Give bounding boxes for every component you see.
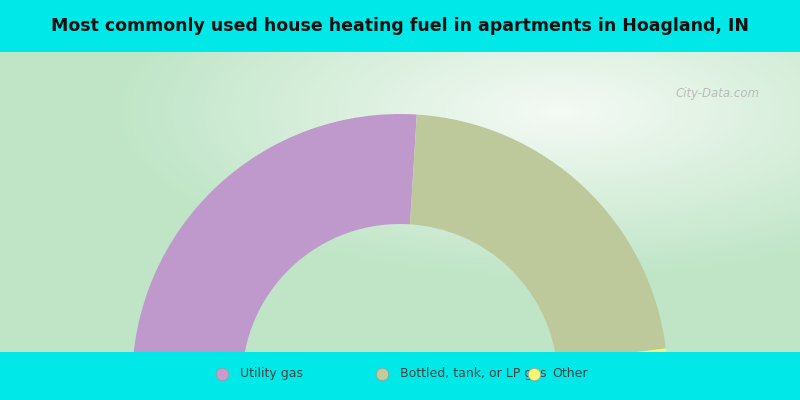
Text: Most commonly used house heating fuel in apartments in Hoagland, IN: Most commonly used house heating fuel in… — [51, 17, 749, 35]
Text: Bottled, tank, or LP gas: Bottled, tank, or LP gas — [400, 367, 546, 380]
Text: City-Data.com: City-Data.com — [676, 87, 760, 100]
Wedge shape — [132, 114, 417, 382]
Wedge shape — [557, 348, 668, 382]
Text: Utility gas: Utility gas — [240, 367, 303, 380]
Text: Other: Other — [552, 367, 587, 380]
Wedge shape — [410, 114, 666, 362]
